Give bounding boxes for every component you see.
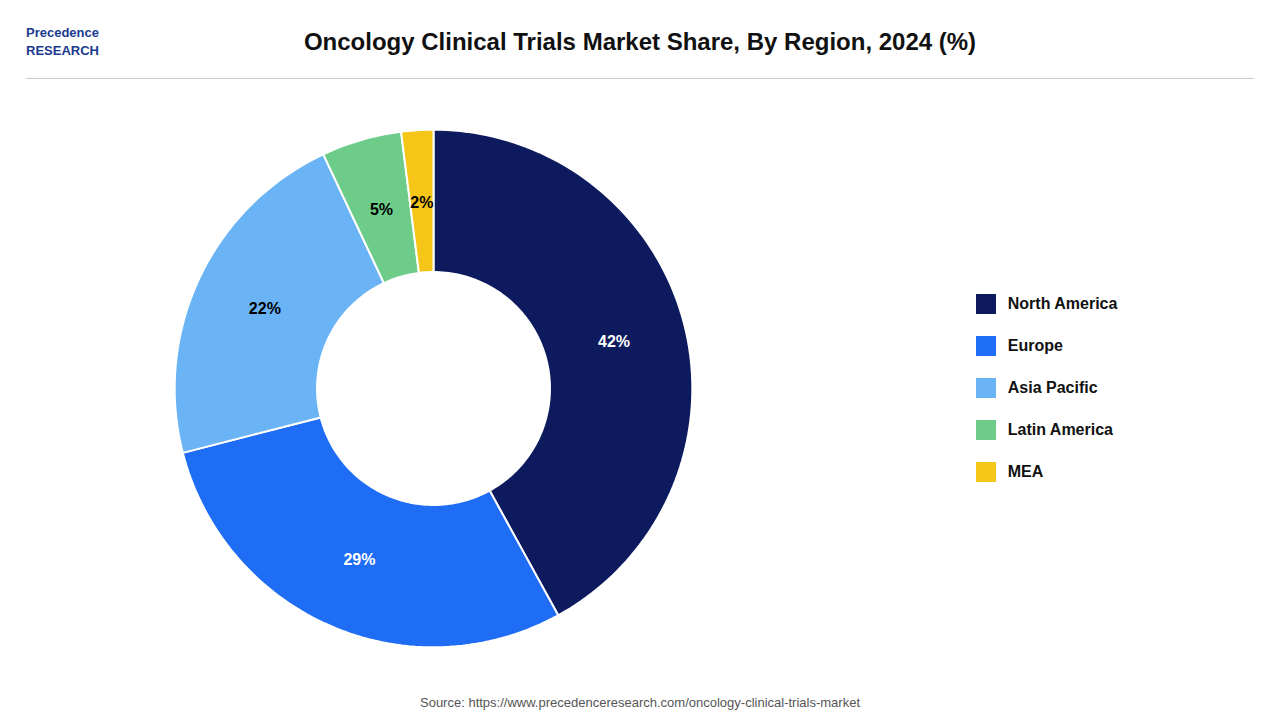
html-text:Precedence RESEARCH: Precedence RESEARCH xyxy=(26,24,99,58)
svg-text:2%: 2% xyxy=(410,194,433,211)
svg-text:22%: 22% xyxy=(248,300,280,317)
svg-text:42%: 42% xyxy=(598,333,630,350)
html-text:Oncology Clinical Trials Marke: Oncology Clinical Trials Market Share, B… xyxy=(303,28,977,55)
html-text:Latin America: Latin America xyxy=(1007,421,1113,438)
html-text:Europe: Europe xyxy=(1007,337,1063,354)
svg-text:29%: 29% xyxy=(343,551,375,568)
svg-text:5%: 5% xyxy=(370,201,393,218)
html-text:Asia Pacific: Asia Pacific xyxy=(1007,379,1098,396)
html-text:North America: North America xyxy=(1007,295,1118,312)
html-text:Source: https://www.precedence: Source: https://www.precedenceresearch.c… xyxy=(420,695,860,710)
html-text:MEA: MEA xyxy=(1007,463,1044,480)
